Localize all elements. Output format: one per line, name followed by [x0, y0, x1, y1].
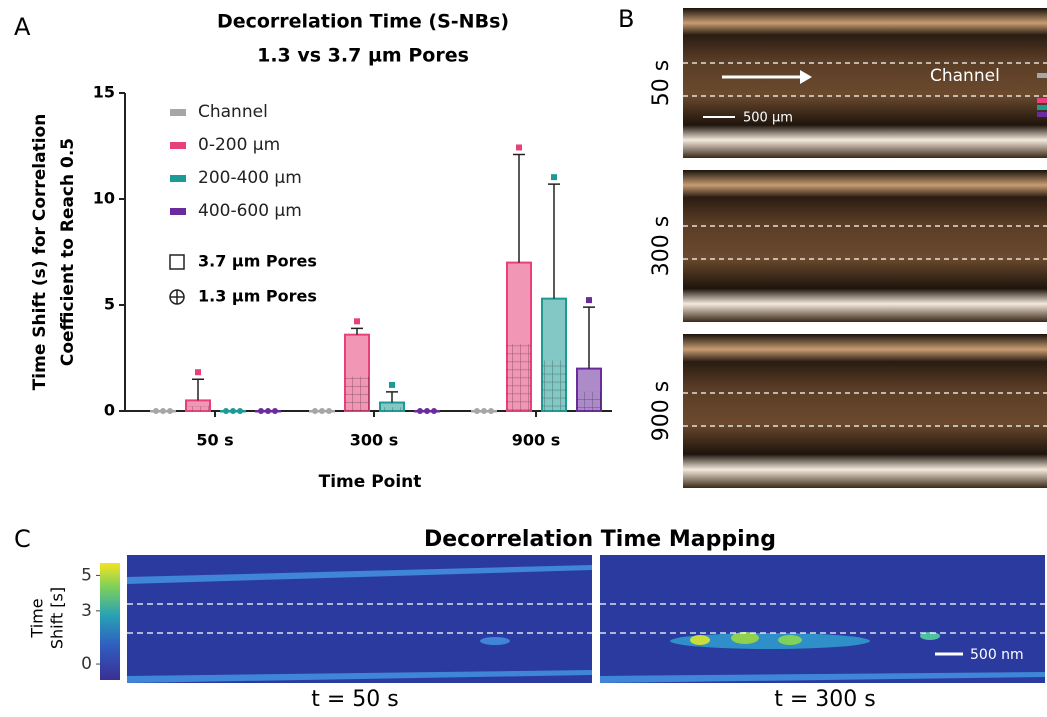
point	[272, 408, 278, 414]
bar-hatch	[542, 360, 566, 412]
row-label: 900 s	[649, 381, 674, 441]
error-bar	[192, 378, 204, 401]
x-tick-label: 900 s	[512, 431, 561, 450]
legend-marker	[169, 289, 185, 305]
y-tick-label: 0	[104, 401, 115, 420]
panel-label: A	[14, 13, 31, 41]
y-axis-label: Coefficient to Reach 0.5	[58, 138, 78, 366]
scale-bar-label: 500 µm	[743, 111, 793, 126]
point	[153, 408, 159, 414]
point	[326, 408, 332, 414]
panel-label: C	[14, 525, 31, 553]
point	[431, 408, 437, 414]
scale-bar-label: 500 nm	[970, 647, 1024, 663]
legend-label: 200-400 µm	[198, 168, 302, 188]
point	[417, 408, 423, 414]
point	[488, 408, 494, 414]
bar-hatch	[507, 344, 531, 411]
point	[474, 408, 480, 414]
legend-swatch	[170, 175, 186, 182]
colorbar-label: Time	[28, 598, 47, 638]
y-axis-label: Time Shift (s) for Correlation	[30, 114, 50, 391]
error-bar	[351, 327, 363, 335]
point	[223, 408, 229, 414]
x-tick-label: 50 s	[196, 431, 233, 450]
point	[319, 408, 325, 414]
panel-label: B	[618, 5, 634, 33]
y-tick-label: 10	[93, 189, 115, 208]
decorrelation-maps	[127, 555, 1045, 683]
ultrasound-images	[683, 8, 1047, 488]
colorbar-tick-label: 5	[81, 565, 92, 585]
bar-hatch	[345, 376, 369, 411]
point	[481, 408, 487, 414]
colorbar-tick-label: 0	[81, 654, 92, 674]
row-label: 300 s	[649, 216, 674, 276]
max-point	[389, 381, 395, 388]
legend-marker	[169, 254, 185, 270]
point	[258, 408, 264, 414]
channel-label: Channel	[930, 66, 1000, 86]
bar-hatch	[380, 407, 404, 411]
legend-label: Channel	[198, 102, 268, 122]
bar-hatch	[577, 391, 601, 411]
legend-swatch	[170, 109, 186, 116]
error-bar	[583, 306, 595, 369]
max-point	[195, 369, 201, 376]
panel-c-title: Decorrelation Time Mapping	[424, 527, 776, 552]
x-tick-label: 300 s	[350, 431, 399, 450]
y-tick-label: 15	[93, 83, 115, 102]
max-point	[586, 297, 592, 304]
colorbar-label: Shift [s]	[48, 587, 67, 649]
point	[424, 408, 430, 414]
point	[167, 408, 173, 414]
legend-label: 1.3 µm Pores	[198, 287, 317, 306]
max-point	[354, 318, 360, 325]
colorbar-tick-label: 3	[81, 601, 92, 621]
point	[160, 408, 166, 414]
legend-label: 3.7 µm Pores	[198, 252, 317, 271]
point	[230, 408, 236, 414]
legend-swatch	[170, 208, 186, 215]
max-point	[516, 144, 522, 151]
chart-subtitle: 1.3 vs 3.7 µm Pores	[257, 45, 469, 67]
point	[237, 408, 243, 414]
legend-swatch	[170, 142, 186, 149]
error-bar	[548, 183, 560, 299]
chart-title: Decorrelation Time (S-NBs)	[217, 11, 509, 33]
bar-hatch	[186, 406, 210, 411]
colorbar	[100, 563, 120, 680]
max-point	[551, 174, 557, 181]
legend-label: 400-600 µm	[198, 201, 302, 221]
y-tick-label: 5	[104, 295, 115, 314]
frame-label: t = 300 s	[774, 687, 876, 712]
point	[265, 408, 271, 414]
error-bar	[386, 391, 398, 403]
point	[312, 408, 318, 414]
legend-label: 0-200 µm	[198, 135, 280, 155]
frame-label: t = 50 s	[311, 687, 399, 712]
x-axis-label: Time Point	[319, 472, 422, 492]
error-bar	[513, 153, 525, 263]
row-label: 50 s	[649, 60, 674, 106]
